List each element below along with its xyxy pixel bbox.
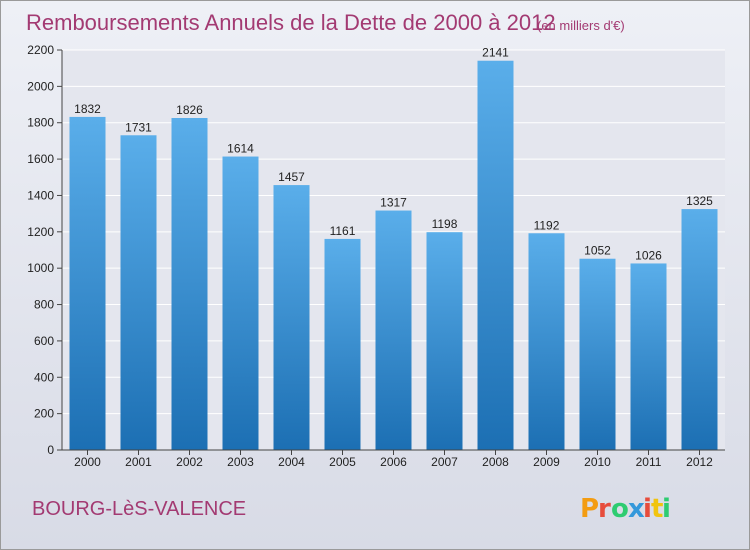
y-tick-label: 0 [47,443,54,457]
x-tick-label-2008: 2008 [482,455,509,469]
logo-letter: t [651,494,663,524]
data-label-2010: 1052 [584,244,611,258]
axes: 0 200 400 600 800 1000 1200 1400 1600 1800 2000 220… [27,43,725,469]
logo-letter: x [628,494,645,524]
bar-2002 [171,118,208,450]
logo-letter: o [611,494,629,524]
data-label-2004: 1457 [278,170,305,184]
data-label-2012: 1325 [686,194,713,208]
chart-title: Remboursements Annuels de la Dette de 20… [26,10,556,35]
x-tick-label-2009: 2009 [533,455,560,469]
x-tick-label-2011: 2011 [636,455,662,469]
x-tick-label-2003: 2003 [227,455,254,469]
data-label-2007: 1198 [432,217,458,231]
bar-2000 [69,116,106,450]
y-tick-label: 1000 [27,261,54,275]
data-label-2002: 1826 [176,103,203,117]
y-tick-label: 800 [34,298,54,312]
bar-2010 [579,258,616,450]
x-tick-label-2004: 2004 [278,455,305,469]
bar-2012 [681,209,718,450]
logo-letter: i [643,494,652,524]
data-label-2006: 1317 [380,196,407,210]
y-tick-label: 1400 [27,188,54,202]
data-label-2003: 1614 [227,142,254,156]
bar-2001 [120,135,157,451]
bar-2007 [426,232,463,450]
y-tick-label: 2000 [27,79,54,93]
chart-subtitle: (en milliers d'€) [537,18,625,33]
x-tick-label-2002: 2002 [176,455,203,469]
y-tick-label: 1600 [27,152,54,166]
logo-letter: i [662,494,671,524]
bar-2006 [375,210,412,450]
y-tick-label: 600 [34,334,54,348]
logo-letter: P [580,494,599,524]
data-label-2008: 2141 [482,46,509,60]
data-label-2005: 1161 [330,224,356,238]
x-tick-label-2010: 2010 [584,455,611,469]
x-tick-label-2007: 2007 [431,455,458,469]
x-tick-label-2000: 2000 [74,455,101,469]
y-tick-label: 2200 [27,43,54,57]
x-tick-label-2001: 2001 [125,455,152,469]
x-tick-label-2012: 2012 [686,455,713,469]
data-label-2000: 1832 [74,102,101,116]
logo-letter: r [598,494,611,524]
bar-2004 [273,185,310,450]
bar-2009 [528,233,565,450]
proxiti-logo: Pr o xi ti [580,494,671,524]
data-label-2011: 1026 [635,248,662,262]
y-tick-label: 1800 [27,116,54,130]
bars: 1832 1731 1826 1614 1457 1161 1317 1198 2141 1192… [69,46,718,451]
bar-2005 [324,238,361,450]
bar-2003 [222,156,259,450]
y-tick-label: 200 [34,407,54,421]
y-tick-label: 1200 [27,225,54,239]
bar-2011 [630,263,667,450]
bar-2008 [477,60,514,451]
x-tick-label-2005: 2005 [329,455,356,469]
y-tick-label: 400 [34,370,54,384]
data-label-2009: 1192 [534,218,560,232]
commune-name: BOURG-LèS-VALENCE [32,498,246,520]
data-label-2001: 1731 [125,120,152,134]
x-tick-label-2006: 2006 [380,455,407,469]
